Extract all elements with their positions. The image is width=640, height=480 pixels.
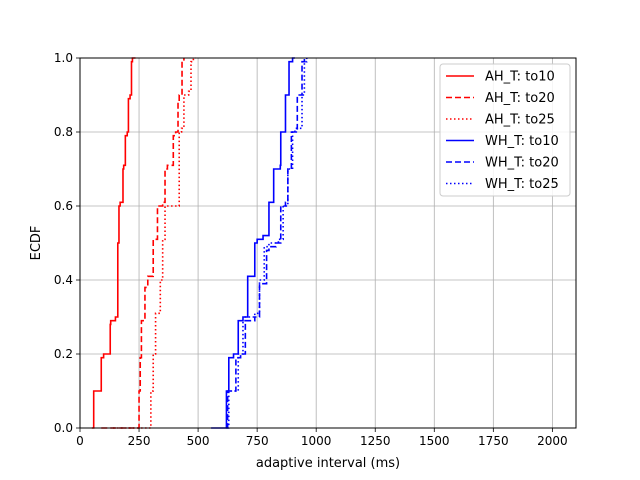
x-tick-label: 750 xyxy=(246,434,269,448)
x-tick-label: 1750 xyxy=(478,434,509,448)
x-tick-label: 250 xyxy=(128,434,151,448)
x-tick-label: 1500 xyxy=(419,434,450,448)
y-tick-label: 0.4 xyxy=(54,273,73,287)
x-axis-label: adaptive interval (ms) xyxy=(256,456,400,471)
y-tick-label: 0.0 xyxy=(54,421,73,435)
series-layer xyxy=(91,57,308,429)
legend-label: AH_T: to25 xyxy=(485,113,555,128)
series-line-0 xyxy=(91,57,136,429)
y-axis-label: ECDF xyxy=(29,226,44,261)
y-tick-label: 0.8 xyxy=(54,125,73,139)
y-tick-label: 1.0 xyxy=(54,51,73,65)
series-line-2 xyxy=(113,57,196,429)
legend-box xyxy=(439,63,571,197)
x-tick-label: 0 xyxy=(76,434,84,448)
legend-label: WH_T: to25 xyxy=(485,177,559,192)
legend-label: WH_T: to10 xyxy=(485,134,559,149)
y-tick-label: 0.2 xyxy=(54,347,73,361)
series-line-3 xyxy=(211,57,295,429)
legend-label: AH_T: to10 xyxy=(485,70,555,85)
y-axis: 0.0 0.2 0.4 0.6 0.8 1.0 xyxy=(54,51,80,435)
legend-label: WH_T: to20 xyxy=(485,156,559,171)
x-tick-label: 1250 xyxy=(360,434,391,448)
legend-label: AH_T: to20 xyxy=(485,91,555,106)
x-tick-label: 500 xyxy=(187,434,210,448)
x-tick-label: 2000 xyxy=(537,434,568,448)
y-tick-label: 0.6 xyxy=(54,199,73,213)
series-line-1 xyxy=(101,58,185,429)
x-axis: 0 250 500 750 1000 1250 1500 1750 2000 xyxy=(76,428,568,448)
x-tick-label: 1000 xyxy=(301,434,332,448)
series-line-4 xyxy=(226,58,306,429)
series-line-5 xyxy=(227,58,308,429)
legend: AH_T: to10 AH_T: to20 AH_T: to25 WH_T: to10… xyxy=(439,63,571,197)
plot-frame xyxy=(79,57,577,429)
